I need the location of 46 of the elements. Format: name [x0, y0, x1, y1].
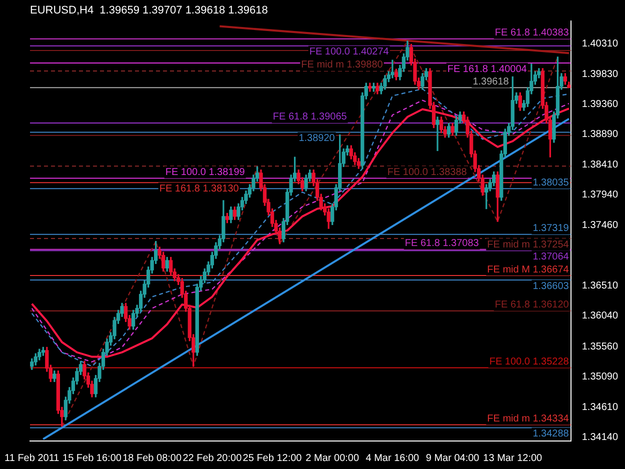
x-tick-label: 13 Mar 12:00 — [483, 452, 543, 464]
x-tick-label: 9 Mar 04:00 — [426, 452, 480, 464]
ref-line-label: FE 100.0 1.38199 — [165, 166, 246, 178]
ref-line-label: FE 61.8 1.40383 — [494, 28, 570, 39]
ref-line-label: FE 100.0 1.40274 — [309, 46, 390, 58]
y-tick-label: 1.37940 — [582, 189, 618, 200]
y-tick-label: 1.38890 — [582, 128, 618, 140]
candlestick — [436, 116, 440, 152]
y-tick-label: 1.36510 — [582, 280, 618, 292]
ref-line-label: FE mid m 1.34334 — [487, 414, 570, 425]
ref-line-label: FE mid M 1.36674 — [487, 264, 570, 276]
ref-line-label: FE 61.8 1.37083 — [404, 238, 480, 250]
x-tick-label: 2 Mar 00:00 — [306, 452, 360, 464]
ref-line-label: 1.38035 — [532, 177, 570, 188]
x-tick-label: 11 Feb 2011 — [4, 452, 60, 464]
ref-line-label: FE 100.0 1.35228 — [489, 356, 570, 368]
x-tick-label: 25 Feb 12:00 — [242, 452, 302, 464]
ref-line-label: 1.36603 — [532, 280, 570, 292]
y-tick-label: 1.37460 — [582, 220, 618, 232]
ref-line-label: FE 61.8 1.36120 — [494, 300, 570, 311]
ref-line-label: 1.37064 — [532, 251, 570, 262]
y-tick-label: 1.34610 — [582, 402, 618, 413]
candlestick — [390, 60, 394, 78]
y-tick-label: 1.40310 — [582, 38, 618, 50]
x-tick-label: 18 Feb 08:00 — [122, 452, 182, 464]
ref-line-label: FE 161.8 1.40004 — [447, 64, 528, 75]
y-tick-label: 1.38410 — [582, 160, 618, 170]
ref-line-label: FE 161.8 1.38130 — [159, 183, 240, 194]
x-tick-label: 22 Feb 20:00 — [182, 452, 242, 464]
ref-line-label: 1.38920 — [298, 132, 336, 144]
ref-line-label: FE mid m 1.39880 — [301, 60, 384, 71]
ref-line-label: FE 100.0 1.38388 — [387, 166, 468, 178]
y-tick-label: 1.39360 — [582, 98, 618, 110]
ref-line-label: FE mid m 1.37254 — [487, 239, 570, 250]
ref-line-label: 1.39618 — [472, 76, 510, 88]
ref-line-label: 1.34288 — [532, 428, 570, 440]
x-tick-label: 15 Feb 16:00 — [62, 452, 122, 464]
ref-line-label: 1.37319 — [532, 223, 570, 234]
y-tick-label: 1.36040 — [582, 310, 618, 322]
chart-title: EURUSD,H4 1.39659 1.39707 1.39618 1.39618 — [30, 4, 268, 17]
y-tick-label: 1.39830 — [582, 68, 618, 80]
x-tick-label: 4 Mar 16:00 — [366, 452, 420, 464]
ref-line-label: FE 61.8 1.39065 — [272, 112, 348, 123]
y-tick-label: 1.35090 — [582, 371, 618, 382]
y-tick-label: 1.34140 — [582, 432, 618, 443]
y-tick-label: 1.35560 — [582, 341, 618, 352]
